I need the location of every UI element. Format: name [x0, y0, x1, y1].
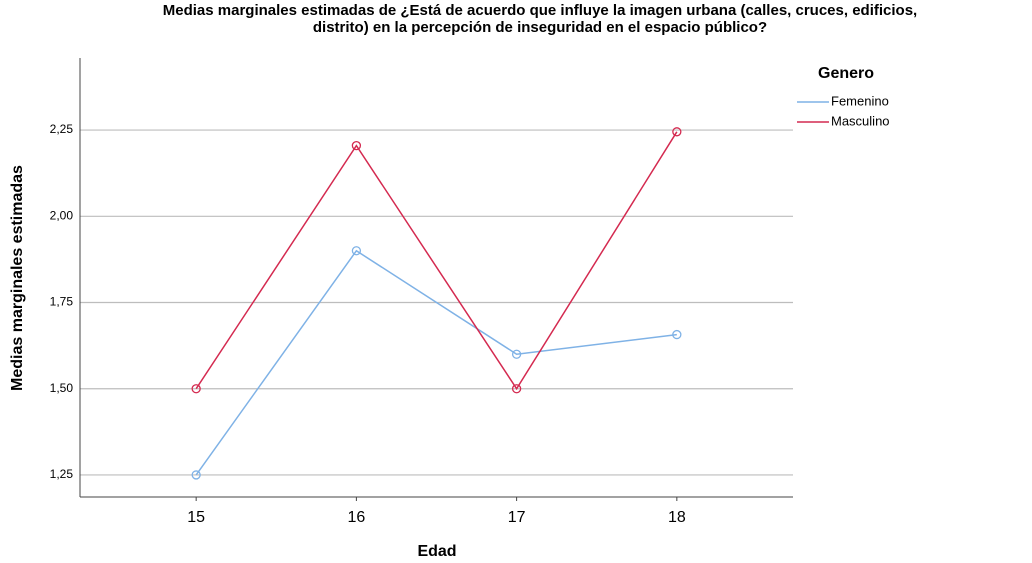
line — [195, 249, 677, 476]
x-tick-label: 17 — [508, 509, 526, 526]
chart-title: Medias marginales estimadas de ¿Está de … — [163, 2, 917, 19]
point — [351, 140, 362, 151]
legend-title: Genero — [818, 65, 874, 82]
y-axis-label: Medias marginales estimadas — [9, 165, 26, 391]
x-tick-label: 16 — [347, 509, 365, 526]
y-tick-label: 2,00 — [50, 208, 74, 222]
point — [511, 384, 522, 394]
x-axis-label: Edad — [417, 543, 456, 560]
point — [351, 246, 362, 256]
point — [191, 470, 201, 480]
legend-label: Femenino — [831, 93, 889, 108]
chart-title: distrito) en la percepción de insegurida… — [313, 19, 767, 36]
line — [195, 131, 678, 391]
y-tick-label: 1,75 — [50, 295, 74, 309]
y-tick-label: 2,25 — [50, 122, 74, 136]
y-tick-label: 1,50 — [50, 381, 74, 395]
y-tick-label: 1,25 — [50, 467, 74, 481]
x-tick-label: 15 — [187, 509, 205, 526]
legend-label: Masculino — [831, 113, 890, 128]
x-tick-label: 18 — [668, 509, 686, 526]
point — [672, 127, 682, 137]
point — [191, 384, 201, 394]
point — [511, 349, 522, 359]
point — [672, 329, 682, 340]
